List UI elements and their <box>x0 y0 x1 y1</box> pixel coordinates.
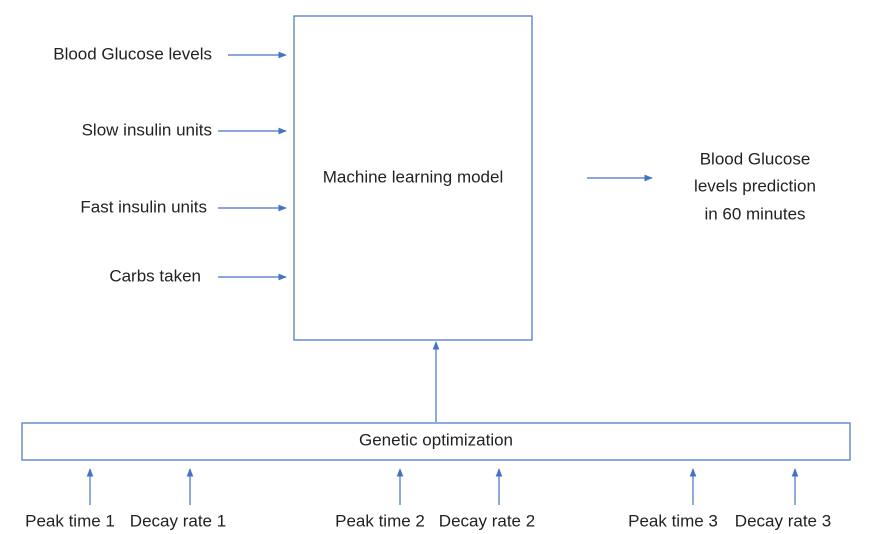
parameter-label: Peak time 2 <box>335 511 425 530</box>
parameter-label: Decay rate 3 <box>735 511 831 530</box>
output-label: Blood Glucose <box>700 149 811 168</box>
input-label: Blood Glucose levels <box>53 44 212 63</box>
input-label: Slow insulin units <box>82 120 212 139</box>
input-label: Fast insulin units <box>80 197 207 216</box>
model-box <box>293 15 533 341</box>
parameter-label: Decay rate 1 <box>130 511 226 530</box>
parameter-label: Peak time 1 <box>25 511 115 530</box>
parameter-label: Decay rate 2 <box>439 511 535 530</box>
model-label: Machine learning model <box>323 167 504 186</box>
output-label: in 60 minutes <box>704 204 805 223</box>
parameter-label: Peak time 3 <box>628 511 718 530</box>
optimizer-label: Genetic optimization <box>359 430 513 449</box>
output-label: levels prediction <box>694 176 816 195</box>
optimizer-box <box>21 422 851 461</box>
input-label: Carbs taken <box>109 266 201 285</box>
